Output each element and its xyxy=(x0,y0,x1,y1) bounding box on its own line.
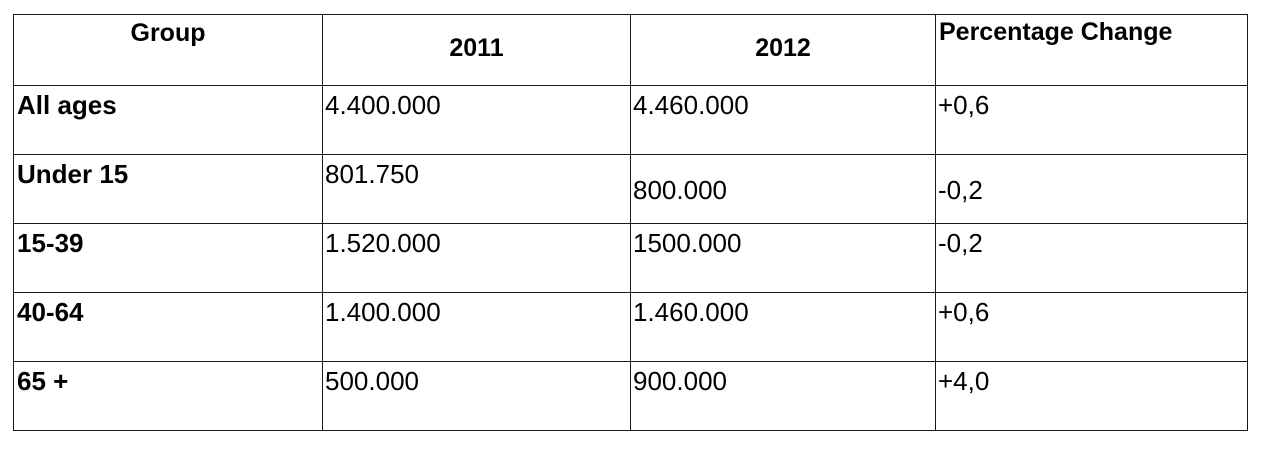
group-cell: All ages xyxy=(13,85,323,155)
table-row: Under 15 801.750 800.000 -0,2 xyxy=(13,154,1248,224)
change-cell: +0,6 xyxy=(935,85,1248,155)
value-2011-cell: 1.400.000 xyxy=(322,292,631,362)
value-2011-cell: 1.520.000 xyxy=(322,223,631,293)
percentage-change: +0,6 xyxy=(938,297,990,327)
value-2012: 800.000 xyxy=(633,175,727,205)
percentage-change: -0,2 xyxy=(938,175,983,205)
group-label: 15-39 xyxy=(17,228,84,258)
percentage-change: +4,0 xyxy=(938,366,990,396)
header-cell-change: Percentage Change xyxy=(935,14,1248,86)
header-cell-2012: 2012 xyxy=(630,14,936,86)
header-2012-label: 2012 xyxy=(755,34,811,62)
value-2012-cell: 800.000 xyxy=(630,154,936,224)
table-row: 40-64 1.400.000 1.460.000 +0,6 xyxy=(13,292,1248,362)
table-row: All ages 4.400.000 4.460.000 +0,6 xyxy=(13,85,1248,155)
value-2011: 4.400.000 xyxy=(325,90,441,120)
change-cell: -0,2 xyxy=(935,154,1248,224)
value-2011: 1.520.000 xyxy=(325,228,441,258)
value-2011-cell: 4.400.000 xyxy=(322,85,631,155)
table-row: 15-39 1.520.000 1500.000 -0,2 xyxy=(13,223,1248,293)
group-cell: 15-39 xyxy=(13,223,323,293)
header-row: Group 2011 2012 Percentage Change xyxy=(13,14,1248,86)
value-2012-cell: 1.460.000 xyxy=(630,292,936,362)
header-group-label: Group xyxy=(130,19,206,47)
group-cell: 40-64 xyxy=(13,292,323,362)
change-cell: +4,0 xyxy=(935,361,1248,431)
value-2012: 1.460.000 xyxy=(633,297,749,327)
value-2011: 500.000 xyxy=(325,366,419,396)
header-change-label: Percentage Change xyxy=(939,18,1173,46)
header-2011-label: 2011 xyxy=(449,34,504,62)
group-label: 40-64 xyxy=(17,297,84,327)
group-cell: Under 15 xyxy=(13,154,323,224)
table-row: 65 + 500.000 900.000 +4,0 xyxy=(13,361,1248,431)
value-2012: 900.000 xyxy=(633,366,727,396)
value-2011-cell: 801.750 xyxy=(322,154,631,224)
percentage-change: +0,6 xyxy=(938,90,990,120)
population-table: Group 2011 2012 Percentage Change All ag… xyxy=(13,14,1248,431)
percentage-change: -0,2 xyxy=(938,228,983,258)
header-cell-2011: 2011 xyxy=(322,14,631,86)
change-cell: +0,6 xyxy=(935,292,1248,362)
header-cell-group: Group xyxy=(13,14,323,86)
change-cell: -0,2 xyxy=(935,223,1248,293)
group-cell: 65 + xyxy=(13,361,323,431)
value-2011-cell: 500.000 xyxy=(322,361,631,431)
group-label: All ages xyxy=(17,90,117,120)
value-2012-cell: 1500.000 xyxy=(630,223,936,293)
group-label: 65 + xyxy=(17,366,69,396)
value-2011: 1.400.000 xyxy=(325,297,441,327)
value-2012: 1500.000 xyxy=(633,228,742,258)
value-2012: 4.460.000 xyxy=(633,90,749,120)
group-label: Under 15 xyxy=(17,159,129,189)
value-2011: 801.750 xyxy=(325,159,419,189)
value-2012-cell: 900.000 xyxy=(630,361,936,431)
value-2012-cell: 4.460.000 xyxy=(630,85,936,155)
